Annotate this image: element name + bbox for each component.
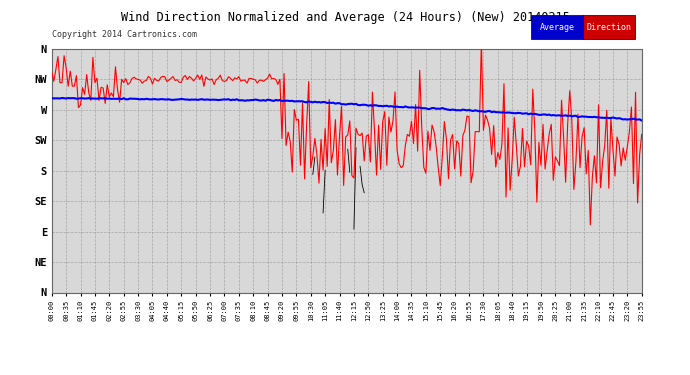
Text: Copyright 2014 Cartronics.com: Copyright 2014 Cartronics.com bbox=[52, 30, 197, 39]
Text: Wind Direction Normalized and Average (24 Hours) (New) 20140215: Wind Direction Normalized and Average (2… bbox=[121, 11, 569, 24]
Text: Average: Average bbox=[540, 22, 575, 32]
Text: Direction: Direction bbox=[586, 22, 631, 32]
